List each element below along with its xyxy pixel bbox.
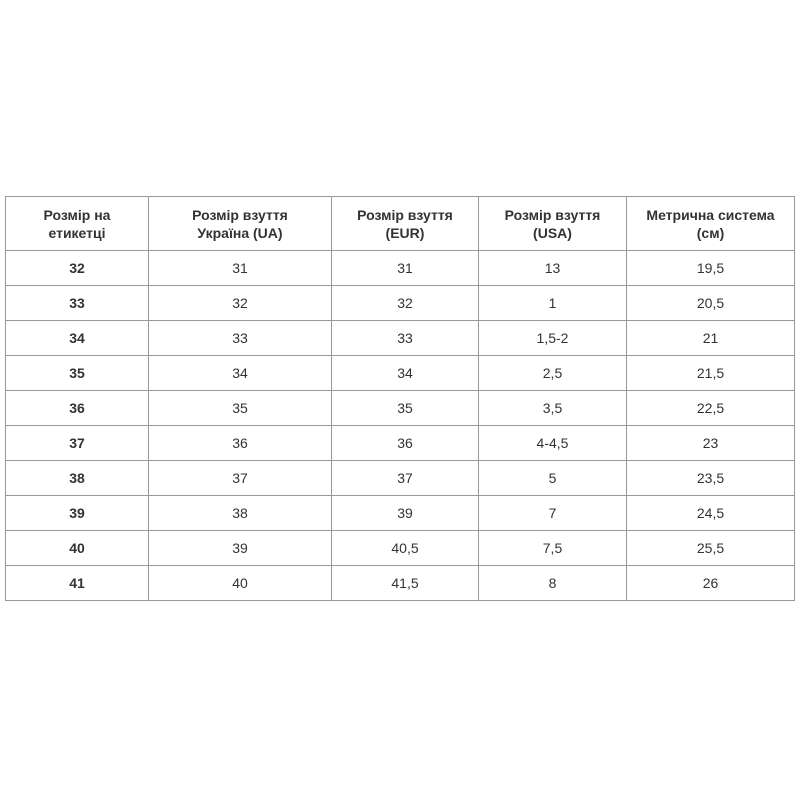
table-cell: 1,5-2 bbox=[478, 320, 627, 356]
table-row: 41 40 41,5 8 26 bbox=[5, 565, 795, 601]
table-row: 38 37 37 5 23,5 bbox=[5, 460, 795, 496]
table-row: 35 34 34 2,5 21,5 bbox=[5, 355, 795, 391]
table-cell: 7 bbox=[478, 495, 627, 531]
table-cell: 40 bbox=[5, 530, 149, 566]
table-cell: 34 bbox=[331, 355, 479, 391]
table-cell: 1 bbox=[478, 285, 627, 321]
table-cell: 36 bbox=[148, 425, 332, 461]
table-cell: 37 bbox=[148, 460, 332, 496]
table-cell: 39 bbox=[331, 495, 479, 531]
size-chart-table: Розмір на етикетці Розмір взуття Україна (U… bbox=[5, 196, 795, 601]
table-cell: 19,5 bbox=[626, 250, 795, 286]
table-cell: 21 bbox=[626, 320, 795, 356]
table-cell: 41,5 bbox=[331, 565, 479, 601]
table-cell: 33 bbox=[5, 285, 149, 321]
table-row: 33 32 32 1 20,5 bbox=[5, 285, 795, 321]
table-cell: 20,5 bbox=[626, 285, 795, 321]
table-cell: 8 bbox=[478, 565, 627, 601]
table-cell: 39 bbox=[5, 495, 149, 531]
table-cell: 2,5 bbox=[478, 355, 627, 391]
header-line: Розмір на bbox=[43, 206, 111, 223]
table-cell: 22,5 bbox=[626, 390, 795, 426]
table-row: 36 35 35 3,5 22,5 bbox=[5, 390, 795, 426]
table-cell: 37 bbox=[5, 425, 149, 461]
header-line: Розмір взуття bbox=[192, 206, 288, 223]
table-cell: 32 bbox=[5, 250, 149, 286]
header-row: Розмір на етикетці Розмір взуття Україна (U… bbox=[5, 196, 795, 251]
table-cell: 40,5 bbox=[331, 530, 479, 566]
table-cell: 32 bbox=[331, 285, 479, 321]
table-cell: 26 bbox=[626, 565, 795, 601]
table-row: 34 33 33 1,5-2 21 bbox=[5, 320, 795, 356]
table-cell: 23,5 bbox=[626, 460, 795, 496]
header-line: (EUR) bbox=[385, 224, 425, 241]
column-header: Розмір взуття (EUR) bbox=[331, 196, 479, 251]
table-cell: 38 bbox=[148, 495, 332, 531]
table-cell: 35 bbox=[5, 355, 149, 391]
column-header: Розмір взуття Україна (UA) bbox=[148, 196, 332, 251]
table-cell: 31 bbox=[331, 250, 479, 286]
table-cell: 13 bbox=[478, 250, 627, 286]
table-cell: 4-4,5 bbox=[478, 425, 627, 461]
table-cell: 23 bbox=[626, 425, 795, 461]
table-cell: 34 bbox=[5, 320, 149, 356]
table-row: 39 38 39 7 24,5 bbox=[5, 495, 795, 531]
table-cell: 33 bbox=[331, 320, 479, 356]
table-cell: 35 bbox=[148, 390, 332, 426]
table-cell: 36 bbox=[5, 390, 149, 426]
column-header: Розмір на етикетці bbox=[5, 196, 149, 251]
table-cell: 35 bbox=[331, 390, 479, 426]
table-cell: 38 bbox=[5, 460, 149, 496]
header-line: Розмір взуття bbox=[357, 206, 453, 223]
header-line: Метрична система bbox=[646, 206, 775, 223]
table-row: 32 31 31 13 19,5 bbox=[5, 250, 795, 286]
table-cell: 40 bbox=[148, 565, 332, 601]
column-header: Метрична система (см) bbox=[626, 196, 795, 251]
header-line: Розмір взуття bbox=[504, 206, 601, 223]
table-cell: 41 bbox=[5, 565, 149, 601]
table-cell: 36 bbox=[331, 425, 479, 461]
table-cell: 39 bbox=[148, 530, 332, 566]
table-cell: 7,5 bbox=[478, 530, 627, 566]
table-cell: 5 bbox=[478, 460, 627, 496]
table-cell: 21,5 bbox=[626, 355, 795, 391]
table-cell: 32 bbox=[148, 285, 332, 321]
header-line: (см) bbox=[696, 224, 725, 241]
column-header: Розмір взуття (USA) bbox=[478, 196, 627, 251]
header-line: етикетці bbox=[48, 224, 106, 241]
table-row: 40 39 40,5 7,5 25,5 bbox=[5, 530, 795, 566]
table-cell: 25,5 bbox=[626, 530, 795, 566]
table-cell: 37 bbox=[331, 460, 479, 496]
header-line: (USA) bbox=[533, 224, 572, 241]
table-cell: 33 bbox=[148, 320, 332, 356]
header-line: Україна (UA) bbox=[197, 224, 283, 241]
table-cell: 31 bbox=[148, 250, 332, 286]
table-row: 37 36 36 4-4,5 23 bbox=[5, 425, 795, 461]
table-cell: 34 bbox=[148, 355, 332, 391]
table-cell: 3,5 bbox=[478, 390, 627, 426]
table-cell: 24,5 bbox=[626, 495, 795, 531]
